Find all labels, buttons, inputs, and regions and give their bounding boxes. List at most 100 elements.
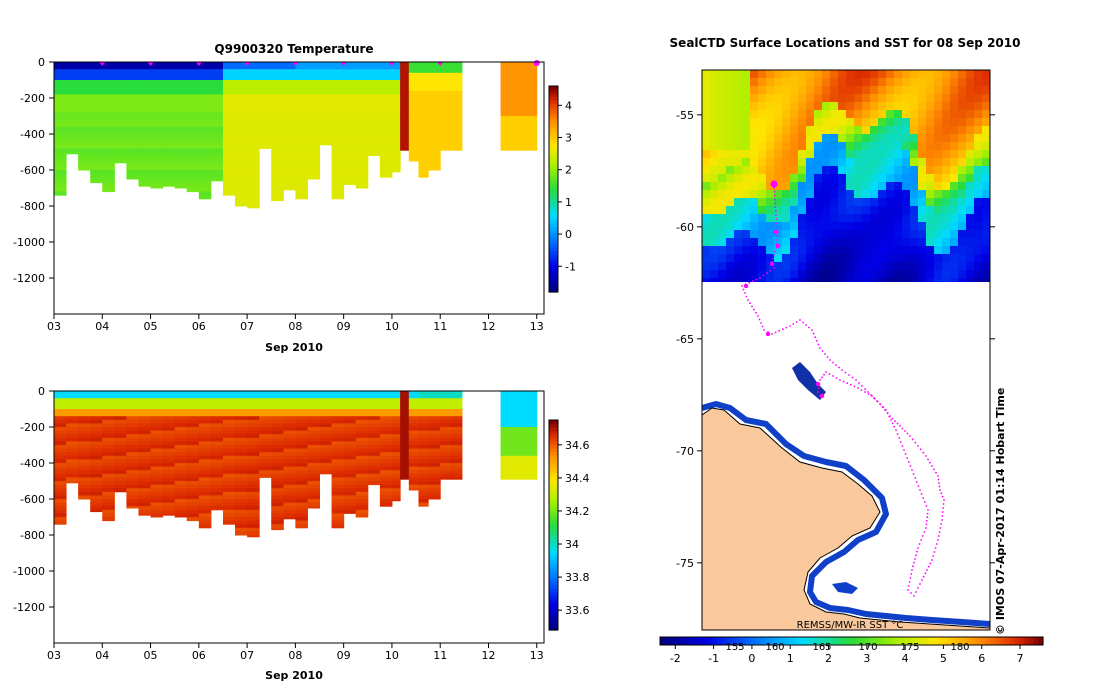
sst-cell xyxy=(702,110,711,119)
profile-cell xyxy=(408,398,419,403)
sst-cell xyxy=(814,246,823,255)
profile-cell xyxy=(126,90,139,95)
profile-cell xyxy=(331,191,345,196)
profile-cell xyxy=(90,466,103,471)
sst-cell xyxy=(830,134,839,143)
profile-cell xyxy=(512,62,526,67)
profile-cell xyxy=(54,137,67,142)
profile-cell xyxy=(355,141,369,146)
profile-cell xyxy=(138,452,152,457)
profile-cell xyxy=(283,177,296,182)
profile-cell xyxy=(54,188,67,193)
sst-cell xyxy=(790,270,799,279)
sst-cell xyxy=(878,102,887,111)
profile-cell xyxy=(235,155,248,160)
sst-cell xyxy=(902,214,911,223)
profile-cell xyxy=(440,437,451,442)
sst-cell xyxy=(918,254,927,263)
profile-cell xyxy=(307,83,321,88)
colorbar-segment xyxy=(975,637,982,645)
sst-cell xyxy=(782,182,791,191)
sst-cell xyxy=(750,254,759,263)
profile-cell xyxy=(186,477,200,482)
profile-cell xyxy=(102,170,115,175)
profile-cell xyxy=(150,159,164,164)
sst-cell xyxy=(870,142,879,151)
sst-cell xyxy=(878,182,887,191)
profile-cell xyxy=(408,141,419,146)
profile-cell xyxy=(235,499,248,504)
profile-cell xyxy=(428,112,441,117)
profile-cell xyxy=(319,391,333,396)
sst-cell xyxy=(918,174,927,183)
sst-cell xyxy=(902,222,911,231)
sst-cell xyxy=(942,142,951,151)
colorbar-segment xyxy=(549,525,558,530)
profile-cell xyxy=(90,391,103,396)
profile-cell xyxy=(428,65,441,70)
x-tick-label: 09 xyxy=(337,320,351,333)
profile-cell xyxy=(198,463,212,468)
track-point xyxy=(919,448,922,451)
profile-cell xyxy=(114,76,127,81)
track-point xyxy=(898,437,901,439)
profile-cell xyxy=(295,437,308,442)
profile-cell xyxy=(295,455,308,460)
profile-cell xyxy=(307,69,321,74)
sst-cell xyxy=(758,182,767,191)
profile-cell xyxy=(150,141,164,146)
profile-cell xyxy=(512,405,526,410)
profile-cell xyxy=(512,90,526,95)
colorbar-segment xyxy=(549,134,558,139)
sst-cell xyxy=(702,118,711,127)
profile-cell xyxy=(307,495,321,500)
sst-cell xyxy=(846,174,855,183)
profile-cell xyxy=(391,144,401,149)
sst-cell xyxy=(910,174,919,183)
colorbar-segment xyxy=(549,581,558,586)
profile-cell xyxy=(138,159,152,164)
profile-cell xyxy=(210,506,224,511)
profile-cell xyxy=(440,455,451,460)
profile-cell xyxy=(162,152,176,157)
profile-cell xyxy=(210,423,224,428)
profile-cell xyxy=(259,416,272,421)
profile-cell xyxy=(162,166,176,171)
sst-cell xyxy=(830,110,839,119)
profile-cell xyxy=(222,452,236,457)
colorbar-segment xyxy=(722,637,728,645)
colorbar-segment xyxy=(549,451,558,456)
profile-cell xyxy=(367,459,381,464)
profile-cell xyxy=(126,502,139,507)
profile-cell xyxy=(210,452,224,457)
profile-cell xyxy=(500,130,514,135)
profile-cell xyxy=(66,76,79,81)
profile-cell xyxy=(307,170,321,175)
sst-cell xyxy=(878,166,887,175)
colorbar-segment xyxy=(693,637,699,645)
profile-cell xyxy=(235,87,248,92)
sst-cell xyxy=(902,206,911,215)
track-point xyxy=(929,461,931,464)
colorbar-segment xyxy=(549,609,558,614)
sst-cell xyxy=(934,150,943,159)
profile-cell xyxy=(295,524,308,529)
colorbar-segment xyxy=(549,591,558,596)
profile-cell xyxy=(331,409,345,414)
profile-cell xyxy=(138,112,152,117)
profile-cell xyxy=(235,398,248,403)
profile-cell xyxy=(210,126,224,131)
profile-cell xyxy=(235,123,248,128)
profile-cell xyxy=(379,173,393,178)
profile-cell xyxy=(247,481,260,486)
profile-cell xyxy=(78,94,91,99)
profile-cell xyxy=(259,105,272,110)
profile-cell xyxy=(54,83,67,88)
profile-cell xyxy=(428,495,441,500)
colorbar-tick-label: 33.6 xyxy=(565,604,590,617)
profile-cell xyxy=(367,116,381,121)
sst-cell xyxy=(782,222,791,231)
profile-cell xyxy=(54,491,67,496)
profile-cell xyxy=(512,98,526,103)
colorbar-tick-label: 4 xyxy=(902,652,909,665)
